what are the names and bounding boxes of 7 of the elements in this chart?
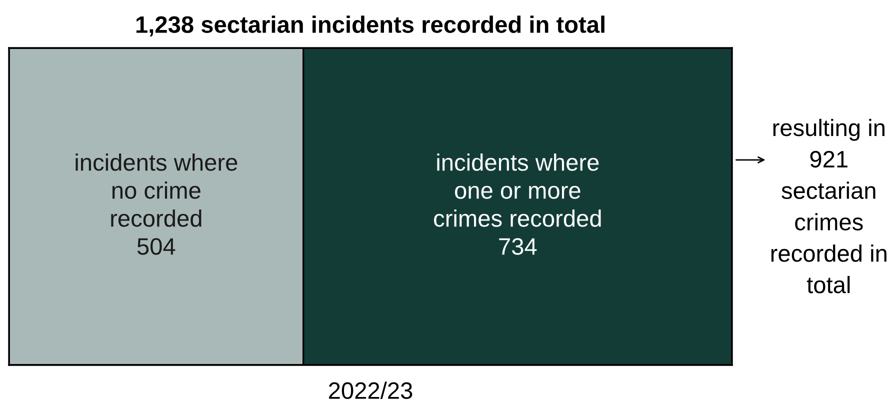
text: 2022/23: [329, 382, 412, 400]
text: resulting in 921 sectarian crimes recorded in total: [771, 118, 886, 294]
category-label: incidents where one or more crimes recorded: [434, 153, 601, 227]
data-label: 504: [137, 238, 176, 255]
text: 1,238 sectarian incidents recorded in total: [136, 16, 604, 36]
data-label: 734: [499, 238, 537, 255]
category-label: incidents where no crime recorded: [76, 153, 238, 227]
